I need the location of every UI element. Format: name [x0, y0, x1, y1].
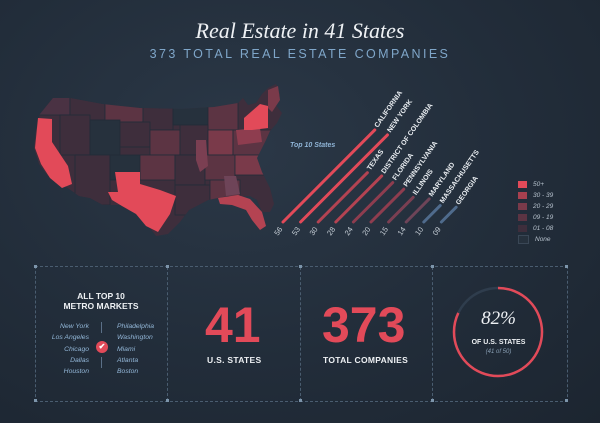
legend-label: None — [535, 236, 551, 243]
list-item: Los Angeles — [51, 334, 89, 342]
companies-count: 373 — [322, 297, 406, 353]
legend-label: 30 - 39 — [533, 192, 554, 199]
value-label: 20 — [360, 225, 372, 237]
list-item: Dallas — [70, 356, 89, 364]
metro-list-left: New York Los Angeles Chicago Dallas Hous… — [37, 321, 89, 377]
legend-item: 09 - 19 — [518, 212, 553, 223]
corner-dot — [431, 399, 434, 402]
value-label: 10 — [413, 225, 425, 237]
list-item: Philadelphia — [117, 323, 155, 330]
list-item: Miami — [117, 345, 136, 353]
value-label: 15 — [378, 225, 390, 237]
bar-california — [281, 128, 377, 224]
percent-sub: (41 of 50) — [485, 349, 512, 355]
states-label: U.S. STATES — [207, 355, 262, 365]
divider — [432, 267, 433, 401]
corner-dot — [299, 399, 302, 402]
bar-texas — [316, 171, 369, 224]
list-item: Atlanta — [117, 356, 139, 364]
value-label: 09 — [431, 225, 443, 237]
bar-maryland — [404, 197, 431, 224]
bar-florida — [351, 181, 395, 224]
list-item: New York — [60, 323, 89, 330]
legend-swatch — [518, 192, 527, 199]
bar-district-of-colombia — [334, 174, 384, 224]
legend-item: 20 - 29 — [518, 201, 553, 212]
legend-swatch — [518, 203, 527, 210]
value-label: 28 — [325, 225, 337, 237]
legend: 50+ 30 - 39 20 - 29 09 - 19 01 - 08 None — [518, 179, 553, 245]
legend-swatch — [518, 225, 527, 232]
legend-item: 50+ — [518, 179, 553, 190]
divider — [101, 357, 102, 368]
legend-label: 09 - 19 — [533, 214, 554, 221]
corner-dot — [431, 265, 434, 268]
legend-label: 50+ — [533, 181, 545, 188]
metro-title: ALL TOP 10 METRO MARKETS — [63, 291, 139, 311]
list-item: Houston — [63, 368, 89, 376]
bar-georgia — [439, 205, 458, 224]
list-item: Washington — [117, 334, 153, 342]
legend-item: 01 - 08 — [518, 223, 553, 234]
legend-label: 20 - 29 — [533, 203, 554, 210]
value-label: 14 — [395, 225, 407, 237]
corner-dot — [166, 265, 169, 268]
percent-label: OF U.S. STATES — [471, 339, 526, 346]
bar-illinois — [387, 195, 415, 224]
value-label: 56 — [272, 225, 284, 237]
corner-dot — [166, 399, 169, 402]
list-item: Boston — [117, 368, 139, 376]
value-label: 53 — [290, 225, 302, 237]
legend-item: 30 - 39 — [518, 190, 553, 201]
metro-list-right: Philadelphia Washington Miami Atlanta Bo… — [117, 321, 177, 377]
bar-new-york — [299, 133, 389, 224]
chart-title: Top 10 States — [290, 142, 335, 149]
check-icon: ✔ — [96, 341, 108, 353]
divider — [101, 322, 102, 333]
legend-item: None — [518, 234, 553, 245]
corner-dot — [34, 399, 37, 402]
page-subtitle: 373 TOTAL REAL ESTATE COMPANIES — [149, 47, 451, 61]
value-label: 30 — [307, 225, 319, 237]
bar-massachusetts — [422, 204, 442, 224]
divider — [167, 267, 168, 401]
legend-swatch — [518, 181, 527, 188]
value-label: 24 — [343, 225, 355, 237]
corner-dot — [565, 265, 568, 268]
corner-dot — [299, 265, 302, 268]
ring-progress — [452, 286, 544, 378]
states-count: 41 — [205, 297, 261, 353]
divider — [300, 267, 301, 401]
corner-dot — [565, 399, 568, 402]
companies-label: TOTAL COMPANIES — [323, 355, 409, 365]
corner-dot — [34, 265, 37, 268]
page-title: Real Estate in 41 States — [195, 18, 405, 43]
legend-label: 01 - 08 — [533, 225, 554, 232]
bar-pennsylvania — [369, 187, 406, 224]
list-item: Chicago — [64, 345, 89, 353]
legend-swatch — [518, 235, 529, 244]
percent-value: 82% — [481, 308, 516, 329]
legend-swatch — [518, 214, 527, 221]
